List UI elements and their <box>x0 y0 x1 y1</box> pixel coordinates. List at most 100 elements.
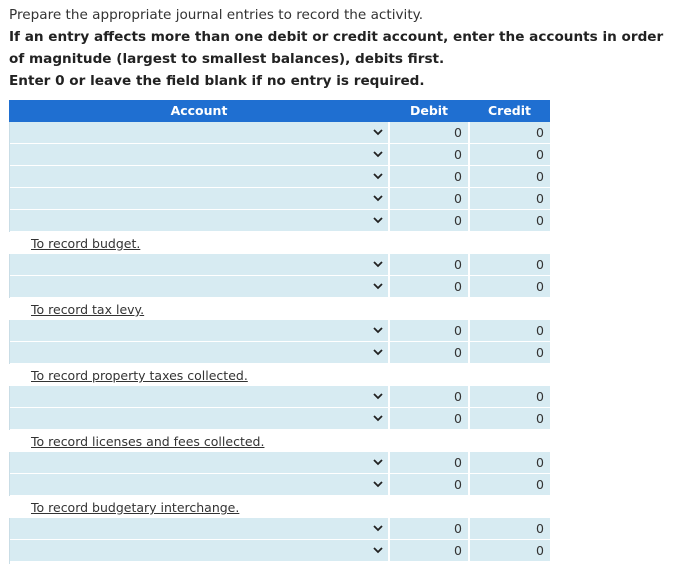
entry-memo-label: To record property taxes collected. <box>31 368 248 383</box>
debit-input[interactable]: 0 <box>390 254 468 276</box>
debit-value: 0 <box>454 389 462 404</box>
entry-memo-label: To record licenses and fees collected. <box>31 434 265 449</box>
credit-input[interactable]: 0 <box>470 540 550 562</box>
debit-input[interactable]: 0 <box>390 540 468 562</box>
account-select[interactable] <box>10 320 388 342</box>
account-select[interactable] <box>10 408 388 430</box>
account-select[interactable] <box>10 386 388 408</box>
chevron-down-icon <box>373 415 383 422</box>
credit-value: 0 <box>536 455 544 470</box>
instructions: Prepare the appropriate journal entries … <box>9 4 679 92</box>
credit-input[interactable]: 0 <box>470 144 550 166</box>
debit-value: 0 <box>454 191 462 206</box>
credit-input[interactable]: 0 <box>470 342 550 364</box>
debit-value: 0 <box>454 323 462 338</box>
credit-value: 0 <box>536 257 544 272</box>
chevron-down-icon <box>373 217 383 224</box>
credit-input[interactable]: 0 <box>470 254 550 276</box>
account-select[interactable] <box>10 166 388 188</box>
account-select[interactable] <box>10 254 388 276</box>
account-column-header: Account <box>170 103 228 118</box>
credit-input[interactable]: 0 <box>470 408 550 430</box>
credit-input[interactable]: 0 <box>470 122 550 144</box>
credit-input[interactable]: 0 <box>470 320 550 342</box>
chevron-down-icon <box>373 327 383 334</box>
account-select[interactable] <box>10 210 388 232</box>
entry-memo-cell: To record licenses and fees collected. <box>9 430 388 453</box>
credit-input[interactable]: 0 <box>470 276 550 298</box>
debit-input[interactable]: 0 <box>390 276 468 298</box>
debit-input[interactable]: 0 <box>390 166 468 188</box>
entry-memo-row: To record tax levy. <box>9 298 550 321</box>
chevron-down-icon <box>373 261 383 268</box>
debit-input[interactable]: 0 <box>390 408 468 430</box>
debit-value: 0 <box>454 345 462 360</box>
debit-value: 0 <box>454 257 462 272</box>
debit-input[interactable]: 0 <box>390 518 468 540</box>
credit-value: 0 <box>536 213 544 228</box>
chevron-down-icon <box>373 459 383 466</box>
credit-input[interactable]: 0 <box>470 474 550 496</box>
entry-memo-cell: To record tax levy. <box>9 298 388 321</box>
debit-input[interactable]: 0 <box>390 386 468 408</box>
debit-input[interactable]: 0 <box>390 144 468 166</box>
credit-input[interactable]: 0 <box>470 166 550 188</box>
debit-input[interactable]: 0 <box>390 342 468 364</box>
debit-input[interactable]: 0 <box>390 122 468 144</box>
entry-memo-label: To record budget. <box>31 236 141 251</box>
credit-value: 0 <box>536 389 544 404</box>
chevron-down-icon <box>373 129 383 136</box>
credit-value: 0 <box>536 169 544 184</box>
account-select[interactable] <box>10 144 388 166</box>
entry-memo-row: To record budget. <box>9 232 550 255</box>
credit-value: 0 <box>536 521 544 536</box>
credit-value: 0 <box>536 323 544 338</box>
credit-column-header: Credit <box>487 103 532 118</box>
table-header: Account Debit Credit <box>9 100 550 122</box>
debit-value: 0 <box>454 543 462 558</box>
debit-value: 0 <box>454 477 462 492</box>
credit-value: 0 <box>536 345 544 360</box>
account-select[interactable] <box>10 540 388 562</box>
debit-value: 0 <box>454 411 462 426</box>
credit-value: 0 <box>536 147 544 162</box>
chevron-down-icon <box>373 151 383 158</box>
credit-input[interactable]: 0 <box>470 210 550 232</box>
debit-input[interactable]: 0 <box>390 474 468 496</box>
entry-memo-cell: To record budgetary interchange. <box>9 496 388 519</box>
credit-value: 0 <box>536 543 544 558</box>
table-left-border <box>9 122 10 564</box>
credit-input[interactable]: 0 <box>470 452 550 474</box>
debit-value: 0 <box>454 279 462 294</box>
chevron-down-icon <box>373 283 383 290</box>
account-select[interactable] <box>10 518 388 540</box>
credit-input[interactable]: 0 <box>470 518 550 540</box>
account-select[interactable] <box>10 276 388 298</box>
debit-input[interactable]: 0 <box>390 210 468 232</box>
entry-memo-row: To record property taxes collected. <box>9 364 550 387</box>
instruction-line-2: If an entry affects more than one debit … <box>9 29 664 67</box>
account-select[interactable] <box>10 188 388 210</box>
chevron-down-icon <box>373 547 383 554</box>
account-select[interactable] <box>10 452 388 474</box>
credit-input[interactable]: 0 <box>470 188 550 210</box>
chevron-down-icon <box>373 393 383 400</box>
account-select[interactable] <box>10 474 388 496</box>
debit-value: 0 <box>454 125 462 140</box>
debit-input[interactable]: 0 <box>390 452 468 474</box>
account-select[interactable] <box>10 342 388 364</box>
account-select[interactable] <box>10 122 388 144</box>
credit-input[interactable]: 0 <box>470 386 550 408</box>
entry-memo-label: To record tax levy. <box>31 302 145 317</box>
debit-input[interactable]: 0 <box>390 188 468 210</box>
debit-input[interactable]: 0 <box>390 320 468 342</box>
